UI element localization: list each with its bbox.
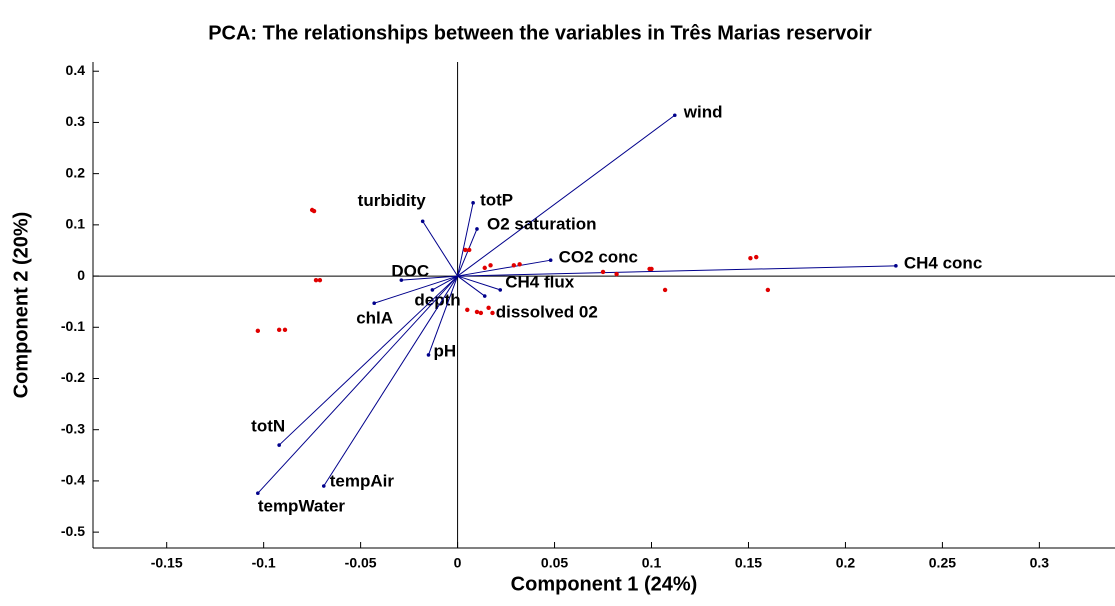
y-tick-label: -0.3	[61, 420, 85, 436]
loading-point	[426, 353, 431, 357]
loading-vector	[278, 275, 458, 446]
score-point	[600, 269, 606, 275]
loading-vector	[457, 202, 474, 277]
loading-point	[277, 443, 281, 447]
loading-label: DOC	[391, 262, 429, 281]
loading-point	[548, 258, 553, 262]
loading-point	[471, 201, 475, 205]
score-point	[488, 263, 493, 268]
loading-point	[321, 484, 326, 488]
loading-vector	[457, 114, 676, 277]
loading-vector	[457, 275, 501, 291]
chart-title: PCA: The relationships between the varia…	[208, 22, 872, 44]
y-tick-label: -0.2	[61, 369, 85, 385]
y-tick-label: 0.4	[66, 62, 86, 78]
score-point	[614, 271, 619, 277]
score-point	[482, 265, 487, 271]
loading-label: wind	[683, 103, 723, 122]
loading-label: tempAir	[330, 472, 395, 491]
loading-label: totP	[480, 190, 513, 209]
score-point	[276, 327, 282, 333]
y-tick-label: 0.3	[66, 113, 86, 129]
score-point	[754, 254, 759, 260]
score-point	[765, 287, 771, 293]
score-point	[465, 307, 470, 313]
loading-point	[672, 113, 677, 118]
score-point	[255, 328, 261, 334]
y-axis-label: Component 2 (20%)	[10, 212, 32, 399]
score-point	[511, 263, 517, 268]
score-point	[317, 277, 323, 283]
score-point	[748, 255, 753, 261]
loading-vector	[457, 228, 478, 277]
loading-vector	[457, 275, 486, 297]
x-tick-label: -0.05	[345, 555, 377, 571]
score-point	[467, 247, 472, 253]
loading-label: depth	[414, 290, 460, 309]
loading-vector	[457, 259, 551, 277]
score-point	[490, 310, 495, 316]
loading-point	[256, 491, 260, 496]
loading-vector	[374, 275, 458, 304]
y-tick-label: -0.5	[61, 523, 85, 539]
score-point	[282, 327, 288, 333]
score-point	[311, 208, 317, 214]
x-tick-label: 0	[454, 555, 462, 571]
score-point	[474, 309, 480, 315]
loading-label: turbidity	[358, 191, 427, 210]
loading-label: CO2 conc	[559, 248, 638, 267]
loading-point	[894, 264, 898, 268]
score-point	[486, 305, 491, 311]
loading-vector	[257, 275, 458, 494]
loading-vector	[428, 275, 459, 356]
loading-point	[498, 288, 503, 292]
x-tick-label: 0.1	[642, 555, 662, 571]
x-tick-label: 0.3	[1030, 555, 1050, 571]
loading-label: CH4 flux	[505, 272, 574, 291]
loading-label: tempWater	[258, 497, 346, 516]
y-tick-label: 0.2	[66, 164, 86, 180]
loading-point	[372, 301, 376, 306]
x-tick-label: -0.15	[151, 555, 183, 571]
y-tick-label: -0.1	[61, 318, 85, 334]
score-point	[463, 247, 468, 253]
loading-vector	[432, 275, 458, 291]
score-point	[649, 266, 654, 272]
y-tick-label: 0.1	[66, 216, 86, 232]
loading-label: totN	[251, 417, 285, 436]
score-point	[517, 262, 522, 267]
x-tick-label: -0.1	[252, 555, 276, 571]
x-tick-label: 0.2	[836, 555, 856, 571]
y-tick-label: -0.4	[61, 472, 85, 488]
x-axis-label: Component 1 (24%)	[511, 573, 698, 595]
x-tick-label: 0.15	[735, 555, 762, 571]
loading-label: O2 saturation	[487, 214, 597, 233]
plot-area	[92, 61, 1115, 549]
y-tick-label: 0	[77, 267, 85, 283]
score-point	[478, 310, 484, 316]
score-point	[662, 287, 668, 293]
x-tick-label: 0.25	[929, 555, 956, 571]
loading-label: chlA	[356, 309, 393, 328]
x-tick-label: 0.05	[541, 555, 568, 571]
loading-point	[475, 227, 479, 231]
loading-vector	[401, 275, 458, 281]
loading-vector	[422, 221, 459, 277]
loading-label: dissolved 02	[496, 303, 598, 322]
loading-vector	[323, 275, 459, 487]
loading-label: CH4 conc	[904, 253, 982, 272]
loading-point	[420, 219, 425, 224]
loading-vector	[457, 265, 896, 277]
loading-point	[430, 288, 435, 292]
loading-point	[399, 278, 404, 282]
loading-point	[482, 294, 487, 298]
score-point	[313, 277, 319, 283]
loading-label: pH	[433, 341, 456, 360]
